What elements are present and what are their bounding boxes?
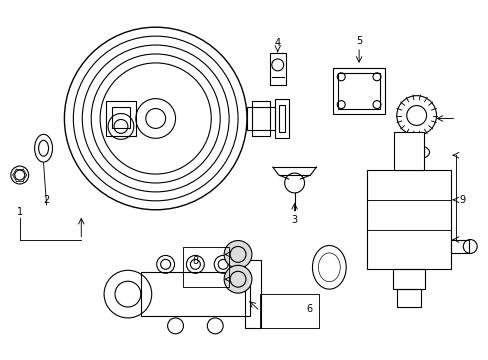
Text: 1: 1 [17, 207, 23, 217]
Bar [274, 99, 288, 138]
Bar [366, 170, 450, 269]
Bar [396, 289, 420, 307]
Bar [450, 239, 468, 253]
Bar [278, 105, 284, 132]
Text: 3: 3 [291, 215, 297, 225]
Bar [183, 247, 229, 287]
Text: 9: 9 [458, 195, 465, 205]
Circle shape [224, 240, 251, 268]
Bar [392, 269, 424, 289]
Bar [246, 107, 274, 130]
Text: 4: 4 [274, 38, 280, 48]
Text: 6: 6 [306, 304, 312, 314]
Text: 5: 5 [355, 36, 362, 46]
Text: 8: 8 [192, 256, 198, 266]
Bar [333, 68, 384, 113]
Bar [244, 260, 260, 328]
Bar [338, 73, 379, 109]
Bar [112, 107, 130, 129]
Text: 2: 2 [43, 195, 50, 205]
Bar [141, 272, 249, 316]
Bar [393, 132, 423, 170]
Bar [106, 100, 136, 136]
Bar [251, 100, 269, 136]
Circle shape [224, 265, 251, 293]
Bar [269, 53, 285, 85]
Bar [259, 294, 319, 328]
